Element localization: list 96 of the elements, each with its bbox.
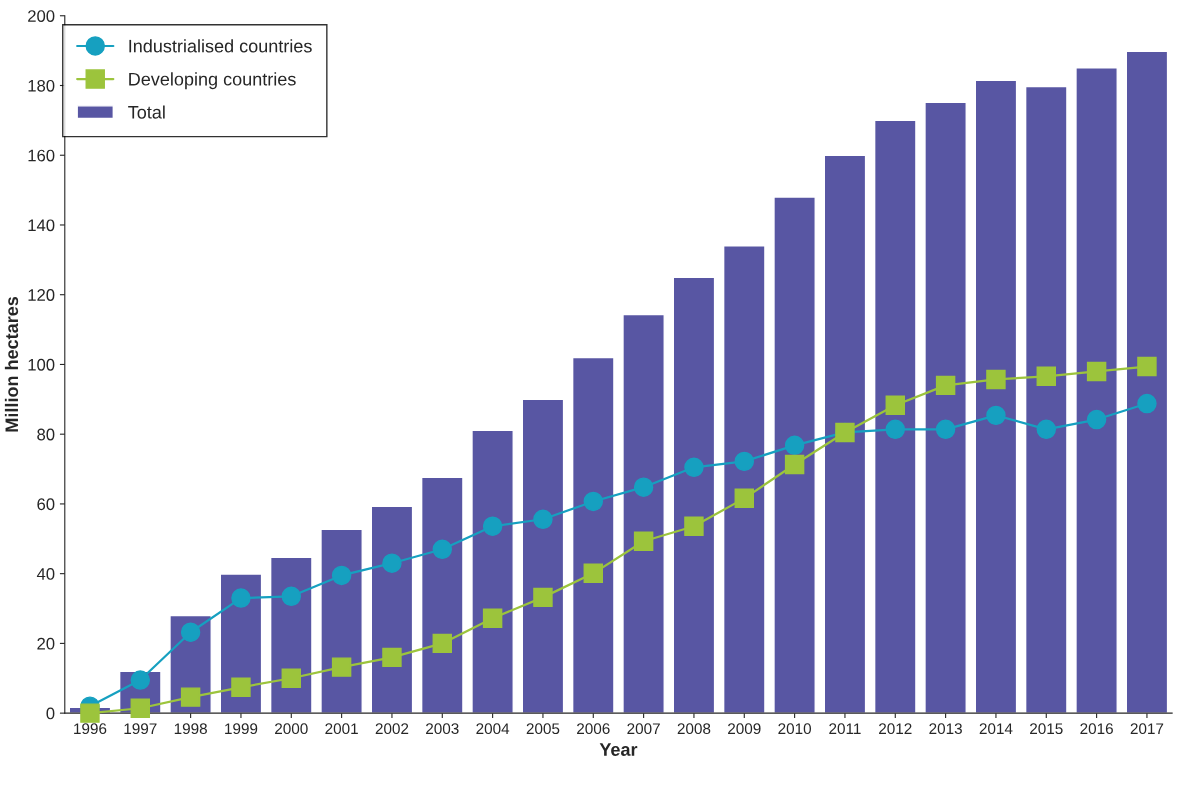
- y-tick-label: 100: [28, 358, 55, 371]
- x-tick-label: 1996: [74, 723, 107, 735]
- x-tick-label: 2008: [677, 723, 711, 735]
- y-tick-label: 20: [37, 637, 55, 650]
- x-tick-label: 2009: [728, 723, 761, 735]
- point: [1137, 356, 1157, 377]
- bar: [1125, 50, 1169, 714]
- x-tick-label: 2005: [526, 723, 560, 735]
- point: [1036, 419, 1057, 440]
- point: [583, 491, 604, 512]
- bar: [320, 528, 363, 714]
- bar: [1024, 85, 1068, 714]
- point: [482, 516, 503, 536]
- bar: [370, 505, 414, 714]
- point: [533, 509, 553, 529]
- legend-label: Developing countries: [129, 72, 296, 90]
- point: [382, 647, 402, 668]
- bar: [974, 79, 1018, 714]
- x-tick-label: 1998: [174, 723, 207, 735]
- point: [935, 419, 956, 440]
- bar: [722, 245, 766, 714]
- y-tick-label: 0: [46, 707, 55, 720]
- x-tick-label: 2012: [879, 723, 912, 735]
- point: [1036, 366, 1057, 387]
- point: [734, 488, 755, 509]
- x-tick-label: 2006: [577, 723, 610, 735]
- y-tick-label: 120: [28, 289, 55, 301]
- x-tick-label: 2014: [979, 723, 1013, 735]
- x-tick-label: 2017: [1130, 723, 1164, 735]
- point: [583, 563, 604, 584]
- bar: [773, 196, 816, 714]
- bar: [823, 154, 867, 714]
- point: [986, 405, 1006, 426]
- y-tick-label: 180: [28, 79, 55, 92]
- point: [633, 477, 654, 497]
- bar: [622, 313, 665, 714]
- point: [784, 454, 805, 475]
- x-axis-title: Year: [599, 743, 638, 756]
- point: [1086, 409, 1107, 430]
- bar: [873, 119, 917, 714]
- point: [130, 670, 151, 690]
- x-tick-label: 2003: [426, 723, 459, 735]
- y-tick-label: 60: [37, 498, 55, 511]
- bar: [571, 356, 615, 714]
- point: [281, 668, 302, 688]
- y-tick-label: 160: [28, 149, 55, 162]
- point: [432, 633, 453, 654]
- point: [130, 698, 151, 718]
- x-tick-label: 2011: [829, 723, 861, 735]
- point: [180, 622, 201, 642]
- point: [331, 565, 352, 586]
- point: [935, 375, 956, 396]
- point: [784, 435, 805, 456]
- point: [986, 369, 1006, 390]
- x-tick-label: 2002: [375, 723, 409, 735]
- y-tick-label: 200: [28, 10, 55, 22]
- point: [885, 419, 906, 440]
- legend-label: Industrialised countries: [129, 39, 312, 53]
- point: [684, 516, 704, 536]
- point: [231, 588, 251, 608]
- point: [180, 687, 201, 707]
- y-tick-label: 40: [36, 568, 55, 580]
- point: [684, 457, 704, 478]
- point: [331, 657, 352, 677]
- x-tick-label: 2013: [929, 723, 962, 735]
- bar: [672, 276, 716, 714]
- point: [1137, 393, 1157, 414]
- bar: [1075, 67, 1118, 714]
- bar: [924, 101, 967, 714]
- x-tick-label: 2004: [476, 723, 510, 735]
- x-tick-label: 2000: [275, 723, 308, 735]
- point: [231, 677, 251, 698]
- bar: [521, 398, 565, 714]
- bar: [420, 476, 464, 714]
- y-axis-title: Million hectares: [4, 296, 19, 432]
- point: [1086, 361, 1107, 382]
- point: [885, 395, 906, 415]
- y-tick-label: 140: [28, 219, 55, 232]
- point: [633, 531, 654, 551]
- point: [432, 539, 453, 559]
- point: [734, 451, 755, 472]
- point: [80, 703, 100, 723]
- x-tick-label: 2015: [1030, 723, 1063, 735]
- x-tick-label: 2010: [778, 723, 812, 735]
- x-tick-label: 2016: [1080, 723, 1113, 735]
- x-tick-label: 2001: [325, 723, 358, 735]
- x-tick-label: 1999: [225, 723, 258, 735]
- x-tick-label: 2007: [627, 723, 660, 735]
- point: [281, 586, 302, 607]
- point: [482, 608, 503, 629]
- legend-label: Total: [128, 105, 165, 119]
- y-tick-label: 80: [37, 428, 55, 441]
- bar: [471, 429, 514, 714]
- point: [533, 587, 553, 608]
- point: [382, 553, 402, 573]
- x-tick-label: 1997: [124, 723, 157, 735]
